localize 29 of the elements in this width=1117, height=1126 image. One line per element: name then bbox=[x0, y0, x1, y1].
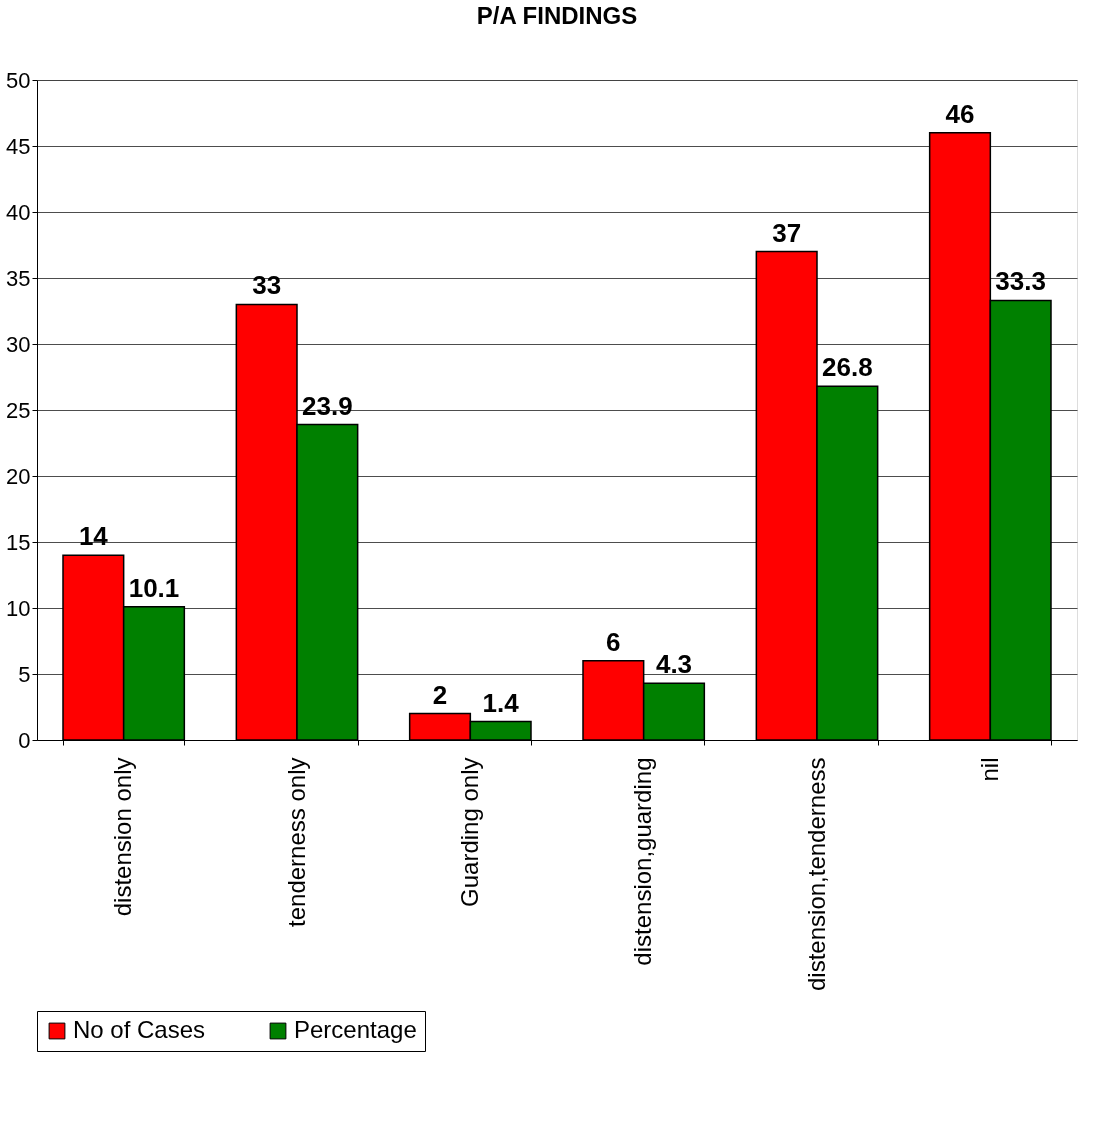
x-tick-label: distension only bbox=[109, 757, 137, 917]
x-tick-label: Guarding only bbox=[455, 757, 483, 907]
data-label: 37 bbox=[772, 217, 802, 248]
y-tick-label: 35 bbox=[6, 265, 31, 291]
data-label: 33 bbox=[252, 270, 282, 301]
y-tick-label: 40 bbox=[6, 199, 31, 225]
y-tick-label: 30 bbox=[6, 331, 31, 357]
data-label: 6 bbox=[606, 626, 621, 657]
data-label: 2 bbox=[432, 679, 448, 710]
x-tick-label: tenderness only bbox=[282, 757, 310, 927]
y-tick-label: 25 bbox=[6, 397, 31, 423]
data-label: 26.8 bbox=[822, 352, 873, 383]
legend-label: Percentage bbox=[294, 1016, 417, 1043]
chart-title: P/A FINDINGS bbox=[476, 2, 638, 29]
y-tick-label: 10 bbox=[6, 595, 31, 621]
data-label: 46 bbox=[945, 98, 975, 129]
x-tick-label: nil bbox=[975, 757, 1003, 782]
x-tick-label: distension,tenderness bbox=[802, 757, 830, 991]
data-label: 1.4 bbox=[482, 687, 520, 718]
y-tick-label: 45 bbox=[6, 133, 31, 159]
data-label: 10.1 bbox=[128, 572, 180, 603]
y-tick-label: 5 bbox=[18, 661, 31, 687]
y-tick-label: 50 bbox=[6, 67, 31, 93]
data-label: 4.3 bbox=[655, 649, 693, 680]
legend-label: No of Cases bbox=[73, 1016, 206, 1043]
y-tick-label: 20 bbox=[6, 463, 31, 489]
x-tick-label: distension,guarding bbox=[629, 757, 657, 966]
y-tick-label: 15 bbox=[6, 529, 31, 555]
y-tick-label: 0 bbox=[18, 727, 31, 753]
